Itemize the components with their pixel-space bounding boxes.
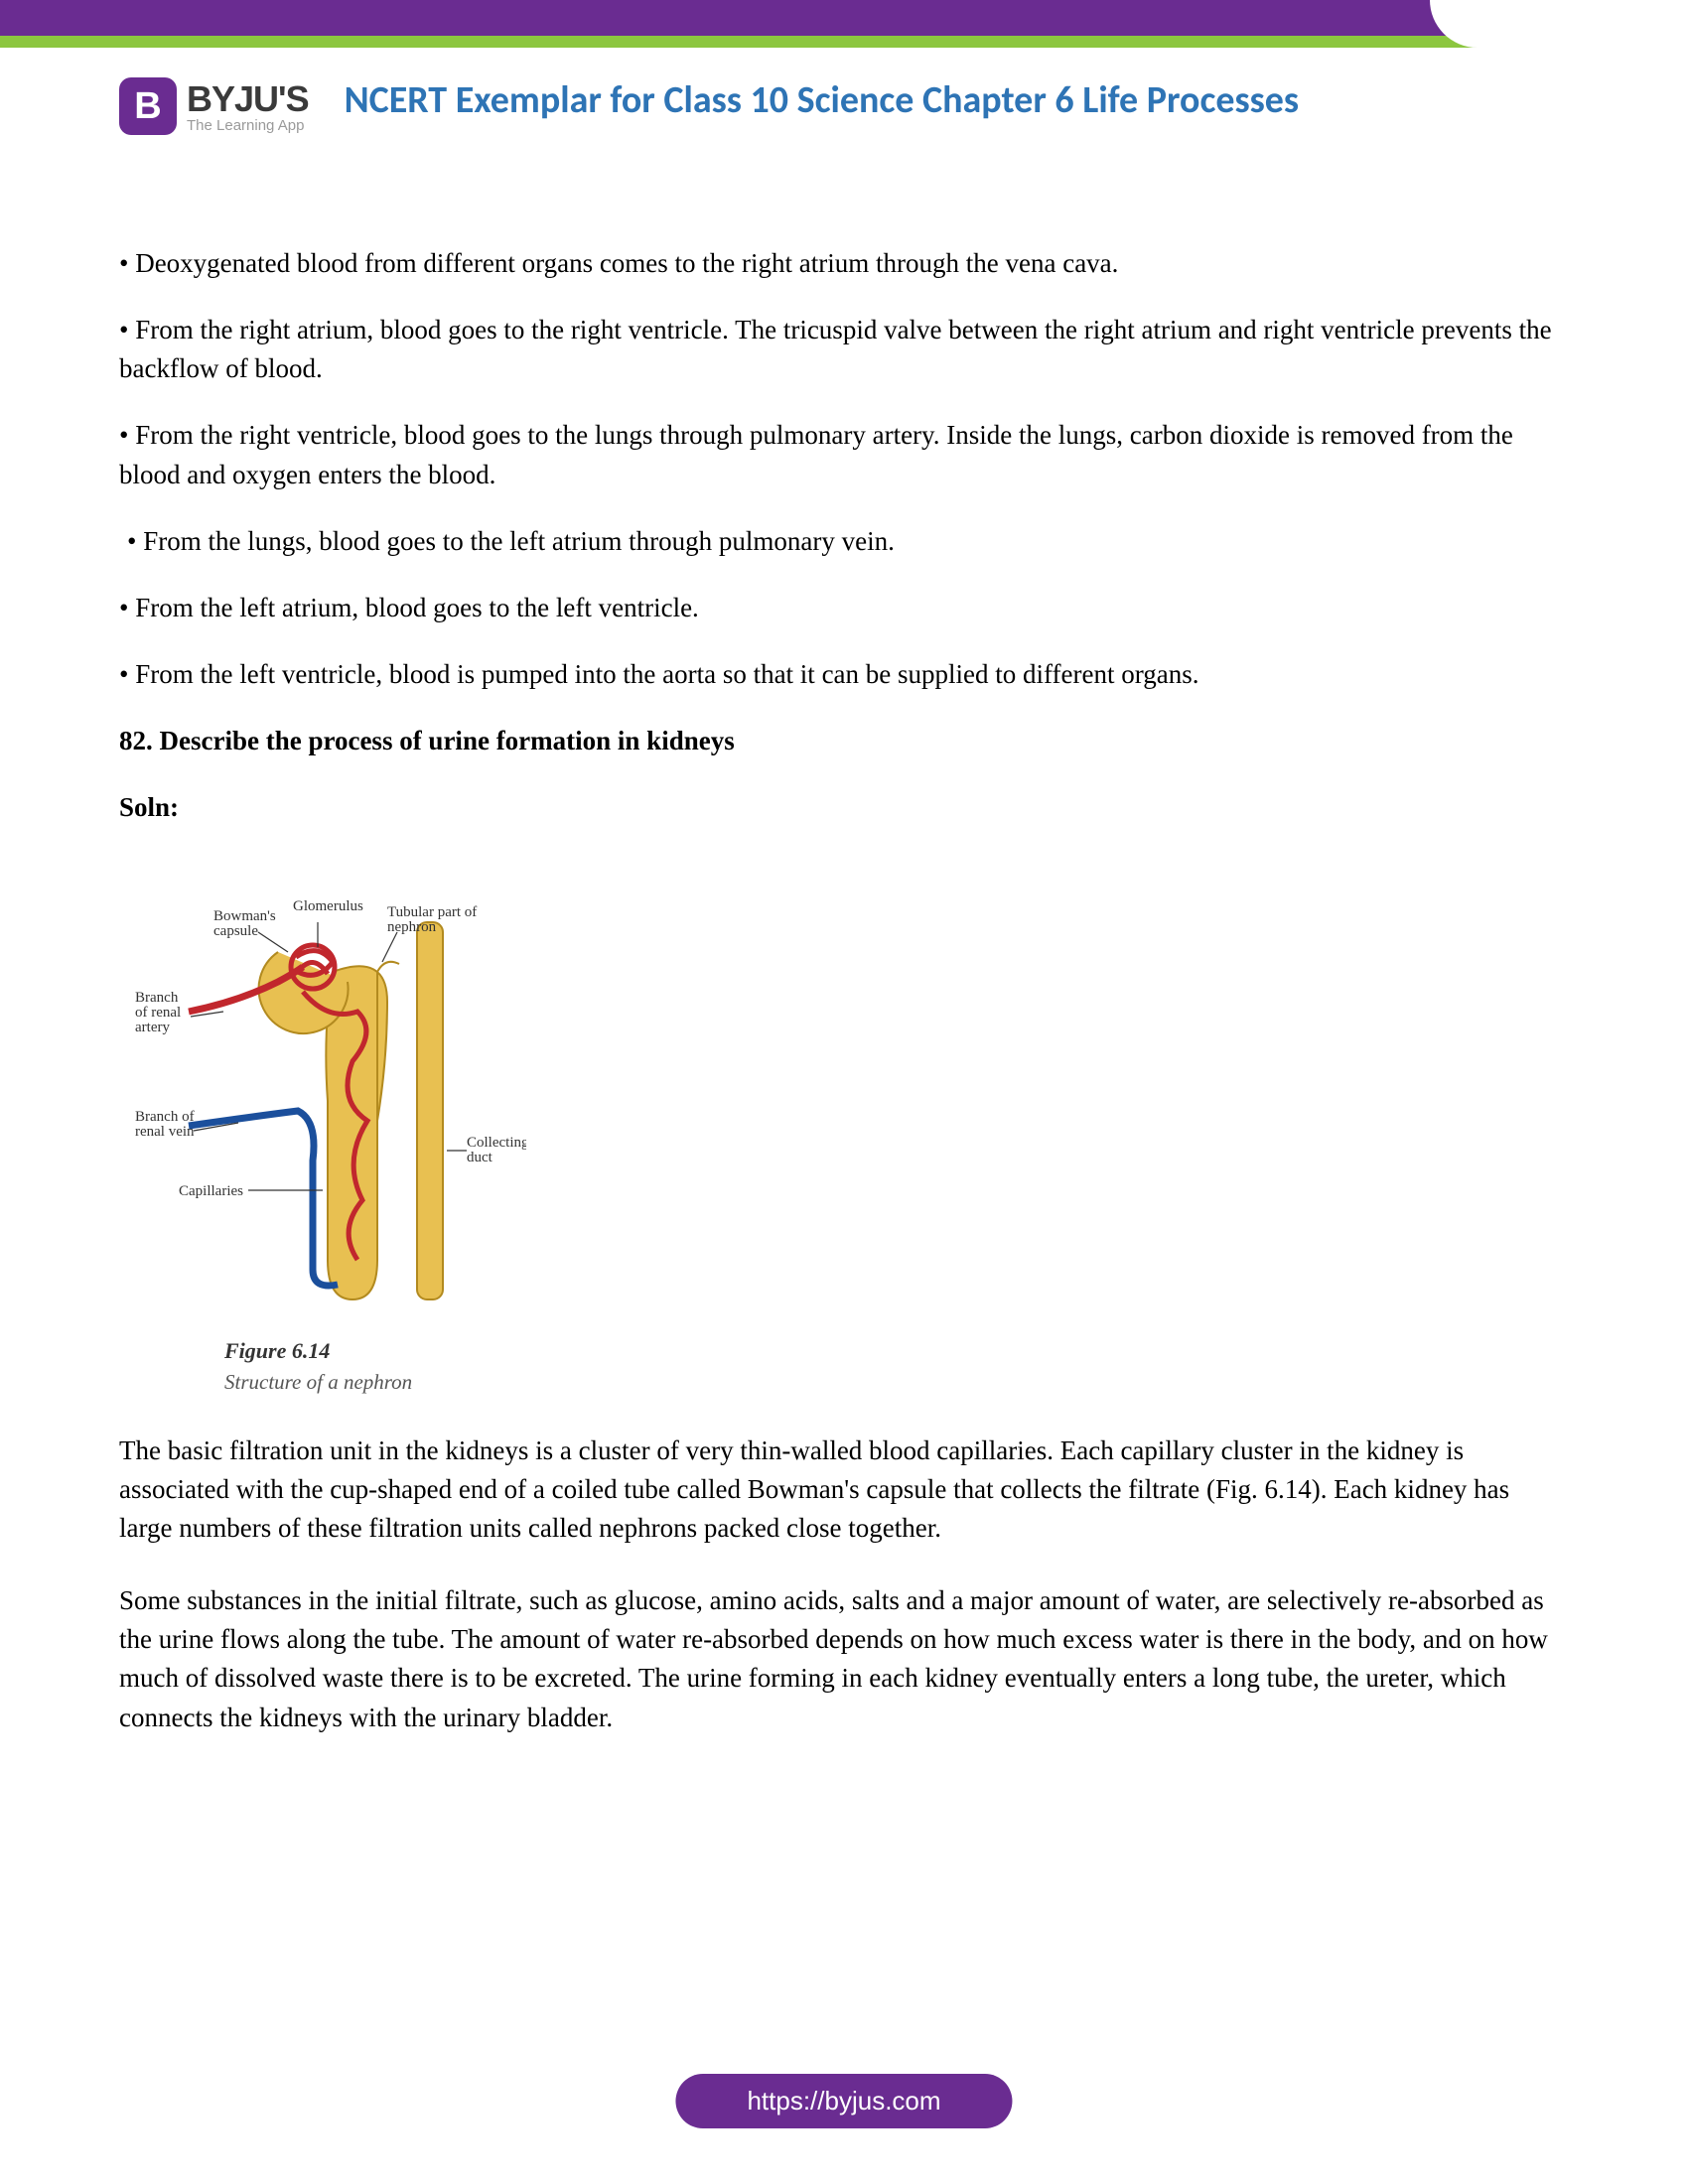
page-title: NCERT Exemplar for Class 10 Science Chap…: [345, 77, 1299, 125]
nephron-diagram: Glomerulus Bowman'scapsule Tubular part …: [129, 863, 526, 1397]
logo-badge-icon: B: [119, 77, 177, 135]
figure-number: Figure 6.14: [224, 1335, 526, 1367]
figure-caption: Figure 6.14 Structure of a nephron: [224, 1335, 526, 1397]
label-tubular: Tubular part ofnephron: [387, 904, 477, 935]
content: • Deoxygenated blood from different orga…: [0, 145, 1688, 1737]
bullet-item: • From the right ventricle, blood goes t…: [119, 416, 1569, 493]
logo-name: BYJU'S: [187, 78, 309, 120]
top-green-bar: [0, 36, 1688, 48]
logo: B BYJU'S The Learning App: [119, 77, 309, 135]
logo-text: BYJU'S The Learning App: [187, 78, 309, 134]
bullet-item: • From the left atrium, blood goes to th…: [119, 589, 1569, 627]
label-glomerulus: Glomerulus: [293, 898, 363, 914]
figure-description: Structure of a nephron: [224, 1367, 526, 1397]
label-capillaries: Capillaries: [179, 1183, 243, 1199]
label-bowman: Bowman'scapsule: [213, 908, 276, 939]
header: B BYJU'S The Learning App NCERT Exemplar…: [0, 48, 1688, 145]
footer-url-pill: https://byjus.com: [675, 2074, 1012, 2128]
paragraph: Some substances in the initial filtrate,…: [119, 1581, 1569, 1737]
label-renal-artery: Branchof renalartery: [135, 990, 181, 1035]
paragraph: The basic filtration unit in the kidneys…: [119, 1432, 1569, 1548]
bullet-item: • From the lungs, blood goes to the left…: [127, 522, 1569, 561]
label-renal-vein: Branch ofrenal vein: [135, 1109, 195, 1140]
bullet-item: • From the left ventricle, blood is pump…: [119, 655, 1569, 694]
solution-label: Soln:: [119, 788, 1569, 827]
logo-tagline: The Learning App: [187, 117, 309, 134]
bullet-item: • From the right atrium, blood goes to t…: [119, 311, 1569, 388]
nephron-svg: Glomerulus Bowman'scapsule Tubular part …: [129, 863, 526, 1329]
bullet-item: • Deoxygenated blood from different orga…: [119, 244, 1569, 283]
question-heading: 82. Describe the process of urine format…: [119, 722, 1569, 760]
label-collecting: Collectingduct: [467, 1135, 526, 1165]
